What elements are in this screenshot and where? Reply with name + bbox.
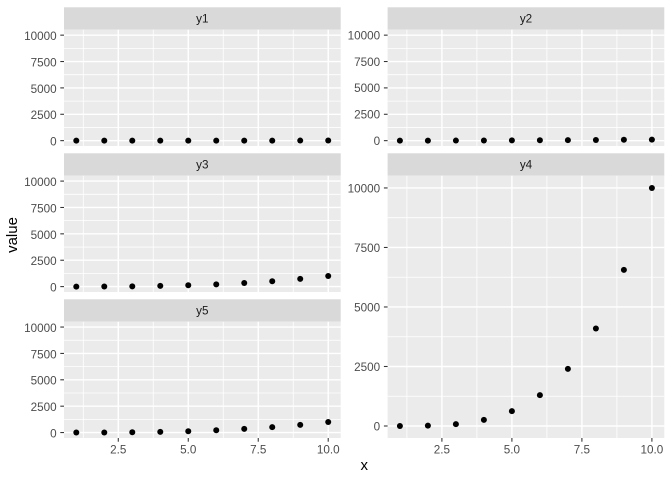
svg-text:7500: 7500 [31, 202, 58, 215]
svg-text:5.0: 5.0 [180, 443, 197, 456]
svg-text:7500: 7500 [354, 242, 381, 255]
svg-text:0: 0 [50, 136, 57, 149]
svg-text:2.5: 2.5 [110, 443, 127, 456]
svg-text:0: 0 [50, 282, 57, 295]
svg-text:2.5: 2.5 [434, 443, 451, 456]
svg-text:2500: 2500 [31, 401, 58, 414]
svg-text:5000: 5000 [354, 82, 381, 95]
svg-text:10000: 10000 [24, 176, 57, 189]
svg-text:5000: 5000 [354, 301, 381, 314]
svg-text:y4: y4 [520, 159, 533, 172]
svg-text:5.0: 5.0 [504, 443, 521, 456]
svg-text:2500: 2500 [31, 255, 58, 268]
svg-text:10.0: 10.0 [641, 443, 664, 456]
svg-text:10000: 10000 [24, 30, 57, 43]
svg-text:x: x [360, 457, 368, 474]
svg-text:y1: y1 [196, 13, 208, 26]
svg-text:10000: 10000 [24, 322, 57, 335]
svg-text:0: 0 [374, 135, 381, 148]
svg-text:7500: 7500 [31, 56, 58, 69]
svg-text:0: 0 [50, 427, 57, 440]
svg-text:2500: 2500 [354, 361, 381, 374]
svg-text:y5: y5 [196, 305, 209, 318]
svg-text:7.5: 7.5 [574, 443, 591, 456]
svg-text:10000: 10000 [348, 182, 381, 195]
svg-text:5000: 5000 [31, 83, 58, 96]
svg-text:7500: 7500 [354, 56, 381, 69]
svg-text:5000: 5000 [31, 229, 58, 242]
svg-text:2500: 2500 [31, 109, 58, 122]
svg-text:7.5: 7.5 [250, 443, 267, 456]
svg-text:value: value [4, 217, 21, 253]
svg-text:7500: 7500 [31, 348, 58, 361]
svg-text:5000: 5000 [31, 375, 58, 388]
svg-text:y2: y2 [520, 13, 532, 26]
svg-text:2500: 2500 [354, 109, 381, 122]
svg-text:0: 0 [374, 420, 381, 433]
svg-text:10.0: 10.0 [317, 443, 340, 456]
svg-text:10000: 10000 [348, 29, 381, 42]
svg-text:y3: y3 [196, 159, 208, 172]
